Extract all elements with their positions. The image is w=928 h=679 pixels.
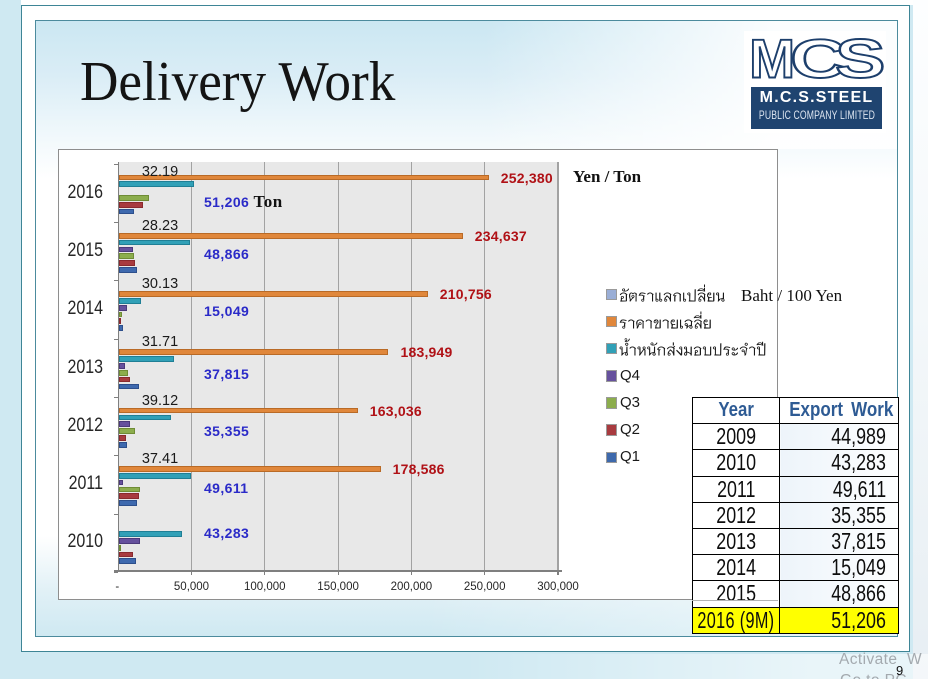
svg-text:S: S xyxy=(835,31,885,89)
svg-text:C: C xyxy=(790,31,847,90)
svg-text:M: M xyxy=(749,31,795,89)
